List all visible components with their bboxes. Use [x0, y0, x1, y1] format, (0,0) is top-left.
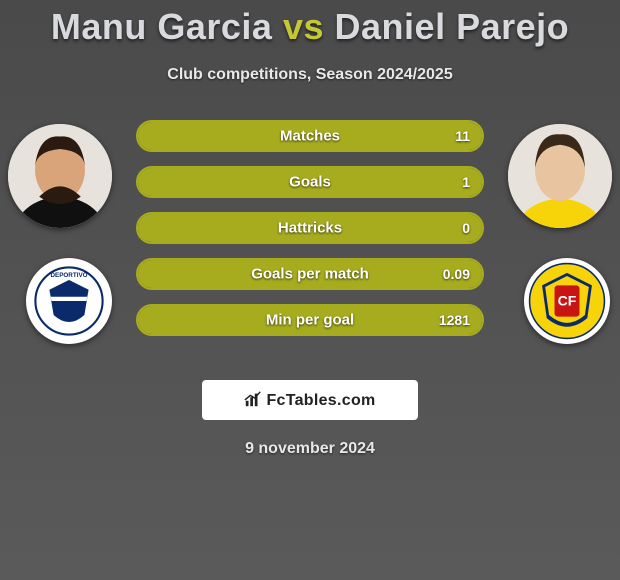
svg-text:CF: CF: [558, 293, 577, 309]
stat-bar: Min per goal 1281: [136, 304, 484, 336]
stat-value-right: 11: [455, 128, 470, 144]
page-title: Manu Garcia vs Daniel Parejo: [0, 0, 620, 48]
person-icon: [508, 124, 612, 228]
player-left-avatar: [8, 124, 112, 228]
stat-label: Goals per match: [251, 266, 369, 283]
title-player1: Manu Garcia: [51, 6, 273, 47]
stat-bar: Hattricks 0: [136, 212, 484, 244]
site-label: FcTables.com: [266, 392, 375, 409]
stat-label: Min per goal: [266, 312, 354, 329]
title-player2: Daniel Parejo: [335, 6, 570, 47]
svg-text:DEPORTIVO: DEPORTIVO: [50, 272, 87, 279]
person-icon: [8, 124, 112, 228]
stat-value-right: 1: [462, 174, 470, 190]
stat-bar: Goals 1: [136, 166, 484, 198]
site-badge: FcTables.com: [202, 380, 418, 420]
stat-bar: Matches 11: [136, 120, 484, 152]
club-left-badge: DEPORTIVO: [26, 258, 112, 344]
stat-label: Goals: [289, 174, 331, 191]
stat-bars: Matches 11 Goals 1 Hattricks 0 Goals per match…: [136, 120, 484, 350]
chart-icon: [244, 390, 262, 408]
date-label: 9 november 2024: [0, 440, 620, 458]
stat-value-right: 0.09: [443, 266, 470, 282]
comparison-arena: DEPORTIVO CF Matches 11 Goals 1 Hattricks 0 Go…: [0, 116, 620, 376]
subtitle: Club competitions, Season 2024/2025: [0, 66, 620, 84]
stat-value-right: 1281: [439, 312, 470, 328]
shield-icon: CF: [528, 262, 606, 340]
player-right-avatar: [508, 124, 612, 228]
stat-label: Hattricks: [278, 220, 342, 237]
shield-icon: DEPORTIVO: [34, 266, 104, 336]
title-vs: vs: [283, 6, 324, 47]
stat-bar: Goals per match 0.09: [136, 258, 484, 290]
stat-label: Matches: [280, 128, 340, 145]
stat-value-right: 0: [462, 220, 470, 236]
club-right-badge: CF: [524, 258, 610, 344]
